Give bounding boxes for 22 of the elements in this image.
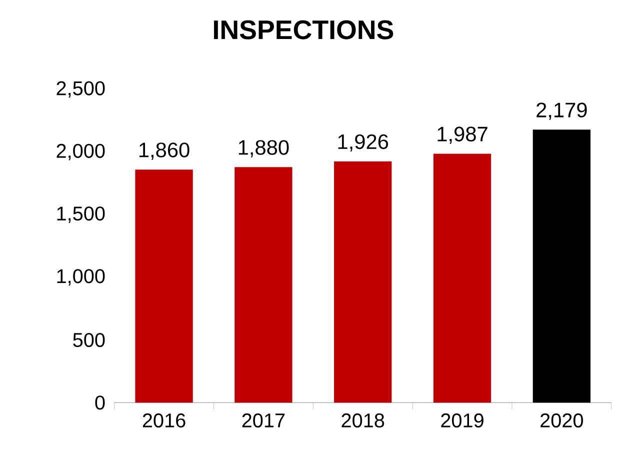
data-label: 2,179 [536, 102, 587, 120]
bar [532, 130, 591, 402]
x-tick-label: 2017 [242, 413, 285, 428]
data-label: 1,860 [139, 142, 190, 160]
y-tick-label: 2,500 [56, 81, 105, 98]
x-tick-label: 2016 [142, 413, 186, 428]
y-tick-label: 1,500 [57, 206, 105, 223]
bar [433, 154, 492, 402]
x-tick-label: 2020 [540, 413, 584, 428]
data-label: 1,926 [338, 134, 388, 152]
y-tick-label: 500 [73, 332, 105, 347]
bar [334, 161, 392, 402]
y-tick-label: 0 [95, 395, 105, 410]
x-tick-label: 2019 [441, 413, 484, 428]
data-label: 1,880 [238, 140, 289, 158]
data-label: 1,987 [438, 126, 488, 144]
x-tick-label: 2018 [342, 413, 384, 428]
bar [234, 166, 292, 402]
chart-title: INSPECTIONS [214, 20, 394, 40]
bar [135, 169, 193, 402]
y-tick-label: 1,000 [57, 268, 105, 286]
y-tick-label: 2,000 [56, 144, 105, 160]
